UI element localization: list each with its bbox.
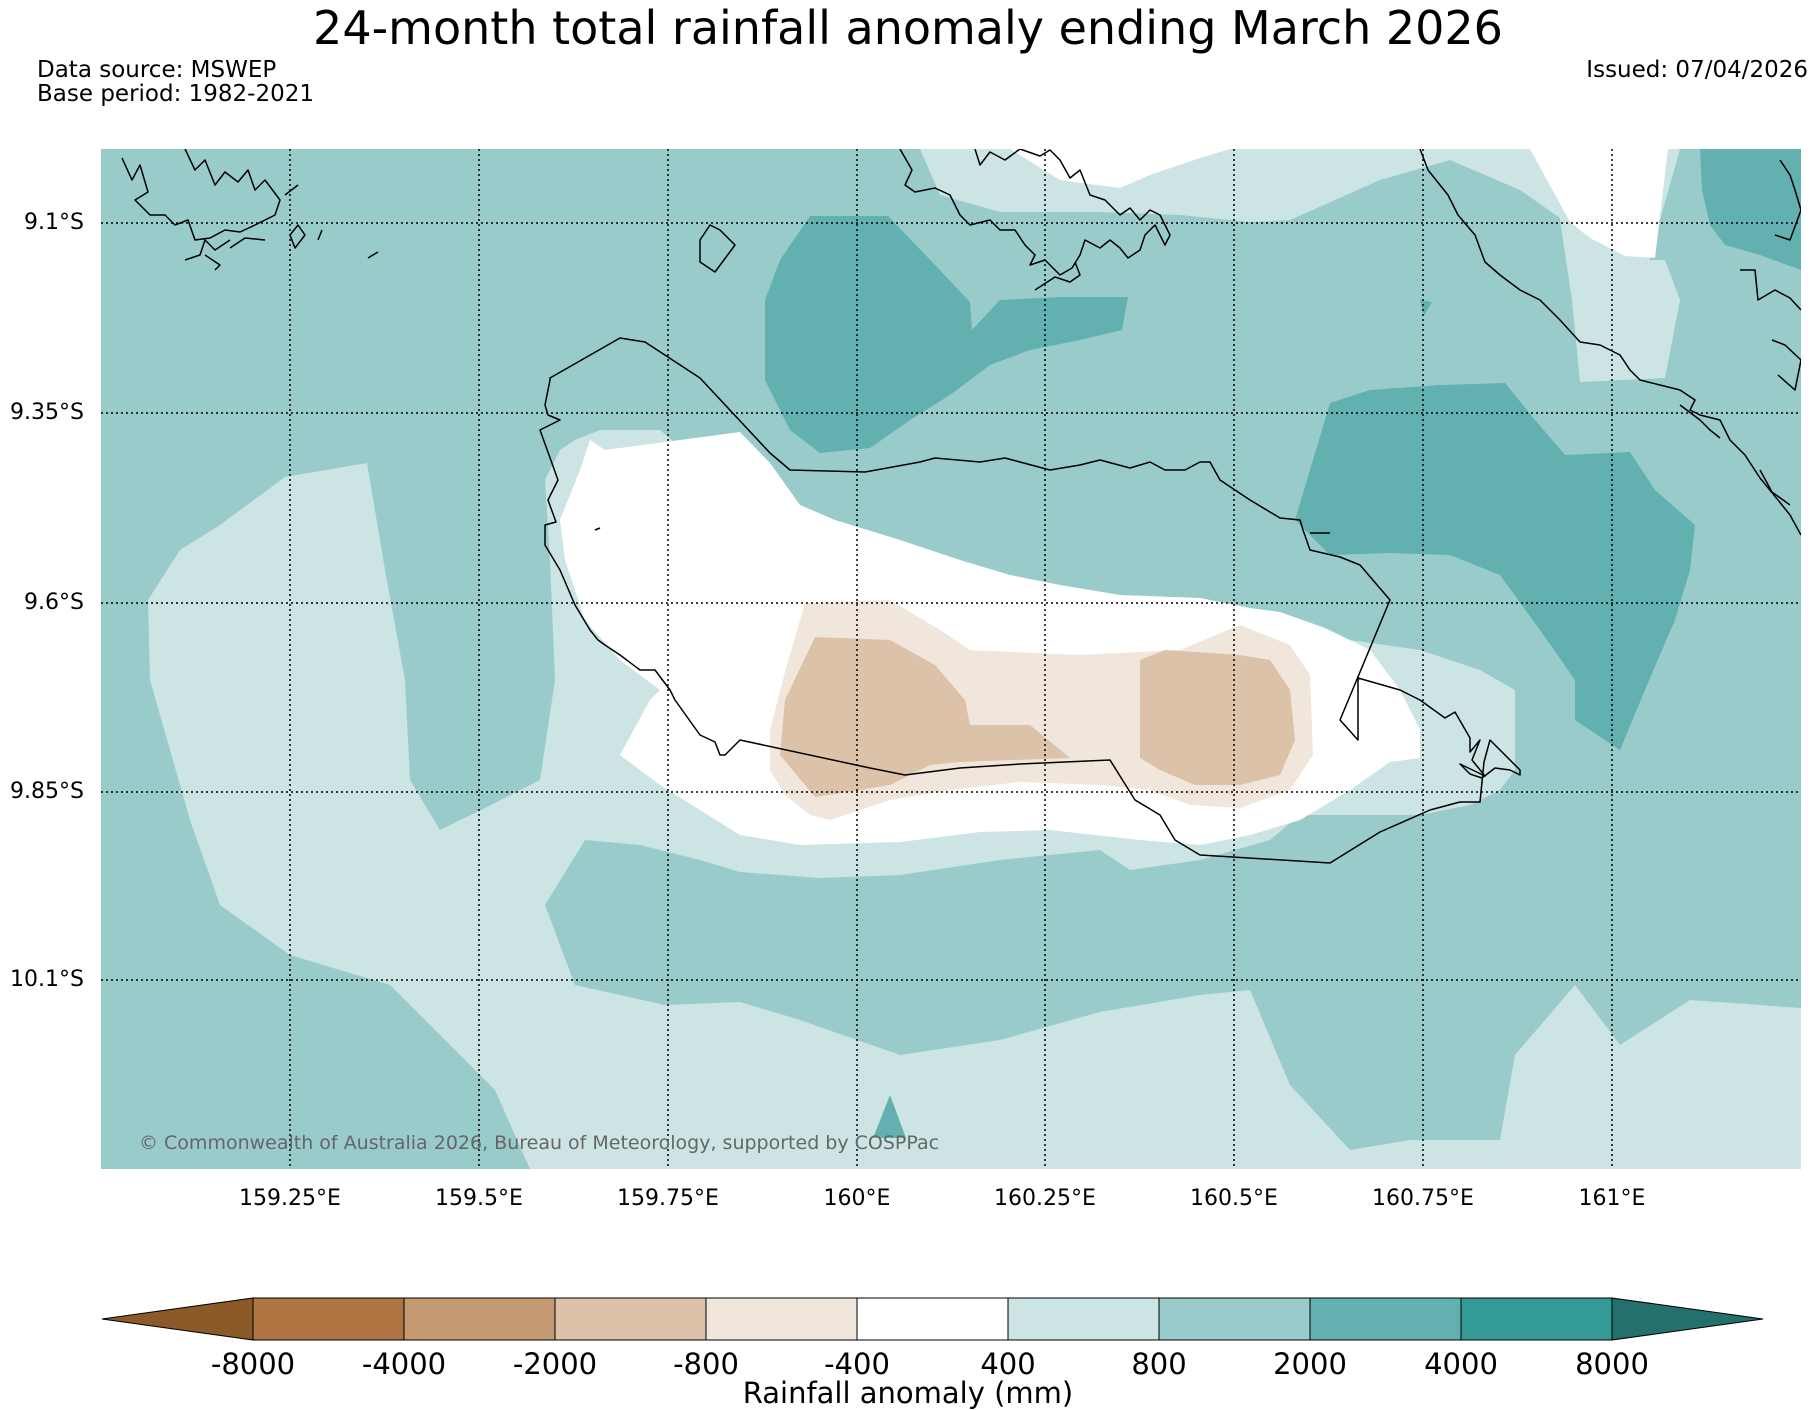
colorbar-segment <box>252 1297 405 1341</box>
colorbar-label: Rainfall anomaly (mm) <box>742 1376 1074 1410</box>
lon-label: 159.25°E <box>239 1186 341 1211</box>
colorbar-segment <box>705 1297 858 1341</box>
data-source-label: Data source: MSWEP <box>37 57 277 83</box>
base-period-label: Base period: 1982-2021 <box>37 81 315 107</box>
islet-coast-d <box>367 251 379 259</box>
copyright-notice: © Commonwealth of Australia 2026, Bureau… <box>139 1132 940 1154</box>
coastlines <box>121 149 1801 864</box>
colorbar-tick-label: -800 <box>673 1347 739 1381</box>
colorbar-tick-label: 400 <box>980 1347 1036 1381</box>
contour-fill-dry-moderate-east <box>1140 650 1295 785</box>
malaita-coast-c <box>1740 269 1801 311</box>
contour-fill-near-normal-north <box>935 149 1230 188</box>
colorbar-tick-label: 8000 <box>1575 1347 1649 1381</box>
lon-label: 160.25°E <box>994 1186 1096 1211</box>
colorbar-segment <box>554 1297 707 1341</box>
malaita-coast-b <box>1679 404 1721 439</box>
lon-label: 161°E <box>1578 1186 1646 1211</box>
colorbar-tick-label: -4000 <box>361 1347 447 1381</box>
russell-islands-coast-b <box>184 239 231 261</box>
colorbar-tick-label: 2000 <box>1273 1347 1347 1381</box>
colorbar-extend-high <box>1611 1297 1764 1341</box>
lat-label: 10.1°S <box>10 967 84 992</box>
contour-fills <box>101 149 1801 1169</box>
map-title: 24-month total rainfall anomaly ending M… <box>313 1 1503 55</box>
colorbar-tick-label: 800 <box>1131 1347 1187 1381</box>
colorbar-tick-label: 4000 <box>1424 1347 1498 1381</box>
lon-label: 160.75°E <box>1372 1186 1474 1211</box>
contour-fill-small-wet-south <box>873 1095 906 1138</box>
guadalcanal-coast <box>539 337 1521 864</box>
contour-fill-near-normal-northeast <box>1530 149 1668 258</box>
russell-islands-coast-d <box>229 237 266 249</box>
lat-label: 9.35°S <box>10 400 84 425</box>
lon-label: 159.5°E <box>435 1186 523 1211</box>
colorbar-segment <box>1309 1297 1462 1341</box>
malaita-coast-e <box>1771 339 1801 391</box>
colorbar-tick-label: -400 <box>824 1347 890 1381</box>
islet-coast-b <box>284 184 299 196</box>
contour-fill-2000-4000-east <box>1295 383 1695 750</box>
coast-fragment <box>594 527 601 531</box>
gridlines <box>101 149 1801 1169</box>
lat-label: 9.6°S <box>24 590 84 615</box>
colorbar-segment <box>403 1297 556 1341</box>
lat-label: 9.85°S <box>10 779 84 804</box>
russell-islands-coast-c <box>204 254 221 271</box>
colorbar-segment <box>1460 1297 1613 1341</box>
colorbar-tick-label: -2000 <box>512 1347 598 1381</box>
lon-label: 159.75°E <box>617 1186 719 1211</box>
colorbar <box>101 1297 1764 1341</box>
colorbar-extend-low <box>101 1297 254 1341</box>
lon-label: 160°E <box>823 1186 891 1211</box>
colorbar-tick-label: -8000 <box>210 1347 296 1381</box>
lon-label: 160.5°E <box>1190 1186 1278 1211</box>
russell-islands-coast <box>121 149 281 241</box>
colorbar-segment <box>856 1297 1009 1341</box>
colorbar-segment <box>1007 1297 1160 1341</box>
florida-islands-coast-b <box>1034 261 1081 291</box>
contour-fill-2000-4000-north <box>765 216 1128 453</box>
rainfall-anomaly-map <box>101 149 1801 1341</box>
islet-coast <box>289 224 306 249</box>
lat-label: 9.1°S <box>24 210 84 235</box>
malaita-coast <box>1419 149 1801 536</box>
islet-coast-c <box>317 229 323 241</box>
contour-fill-dry-moderate-west <box>780 637 1070 797</box>
issued-date-label: Issued: 07/04/2026 <box>1586 57 1808 83</box>
contour-fill-2000-4000-northeast <box>1700 149 1801 270</box>
savo-island-coast <box>699 224 736 273</box>
malaita-coast-d <box>1759 469 1791 506</box>
malaita-coast-f <box>1774 159 1801 241</box>
colorbar-segment <box>1158 1297 1311 1341</box>
